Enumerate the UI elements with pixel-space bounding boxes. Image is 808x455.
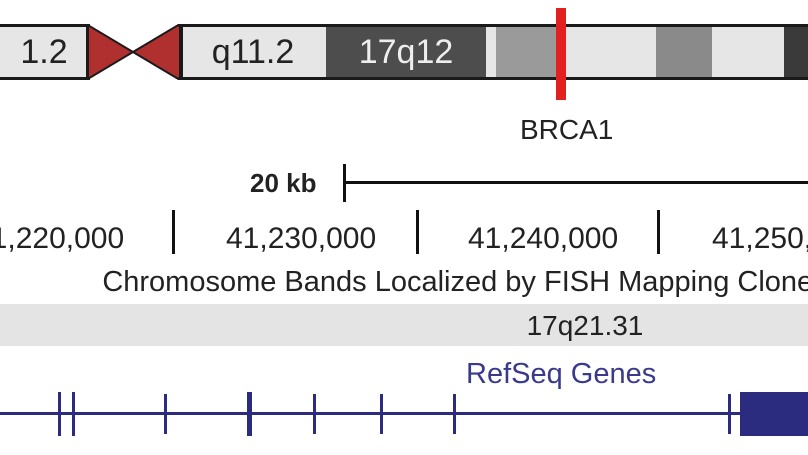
gene-exon <box>453 394 456 434</box>
gene-exon <box>380 394 383 434</box>
scale-bar-label: 20 kb <box>250 168 317 198</box>
scale-bar-line <box>343 181 808 184</box>
fish-band-label: 17q21.31 <box>526 310 644 341</box>
chromosome-outline-left <box>0 24 90 80</box>
gene-exon-large <box>740 392 808 436</box>
gene-intron-line[interactable] <box>0 412 808 415</box>
gene-exon <box>164 394 167 434</box>
coordinate-label: 41,230,000 <box>226 222 377 255</box>
coordinate-label: 41,220,000 <box>0 222 125 255</box>
fish-band-bar[interactable] <box>0 304 808 346</box>
band-segment[interactable] <box>486 26 496 78</box>
band-q11-2[interactable] <box>180 26 326 78</box>
band-segment[interactable] <box>496 26 556 78</box>
coordinate-tick <box>657 210 660 254</box>
chromosome-outline-right <box>178 24 808 80</box>
fish-track-title[interactable]: Chromosome Bands Localized by FISH Mappi… <box>102 266 808 298</box>
band-17q12-label: 17q12 <box>358 33 454 71</box>
coordinate-label: 41,250,000 <box>712 222 808 255</box>
gene-exon <box>313 394 316 434</box>
band-p11-2[interactable] <box>0 26 88 78</box>
band-q11-2-label: q11.2 <box>211 33 295 71</box>
gene-exon <box>58 392 61 436</box>
coordinate-tick <box>172 210 175 254</box>
band-segment[interactable] <box>556 26 656 78</box>
refseq-track-title[interactable]: RefSeq Genes <box>466 358 657 390</box>
gene-exon <box>728 394 731 434</box>
gene-exon <box>247 392 252 436</box>
centromere <box>86 24 180 80</box>
coordinate-label: 41,240,000 <box>468 222 619 255</box>
band-17q12[interactable] <box>326 26 486 78</box>
band-segment[interactable] <box>656 26 712 78</box>
brca1-label: BRCA1 <box>520 114 614 145</box>
coordinate-tick <box>416 210 419 254</box>
gene-exon <box>72 392 75 436</box>
band-p11-2-label: 1.2 <box>20 33 68 71</box>
brca1-position-marker[interactable] <box>556 8 566 100</box>
band-divider <box>86 24 89 80</box>
band-segment[interactable] <box>784 26 808 78</box>
band-segment[interactable] <box>712 26 784 78</box>
chromosome-ideogram: 1.2 q11.2 17q12 <box>0 0 808 100</box>
